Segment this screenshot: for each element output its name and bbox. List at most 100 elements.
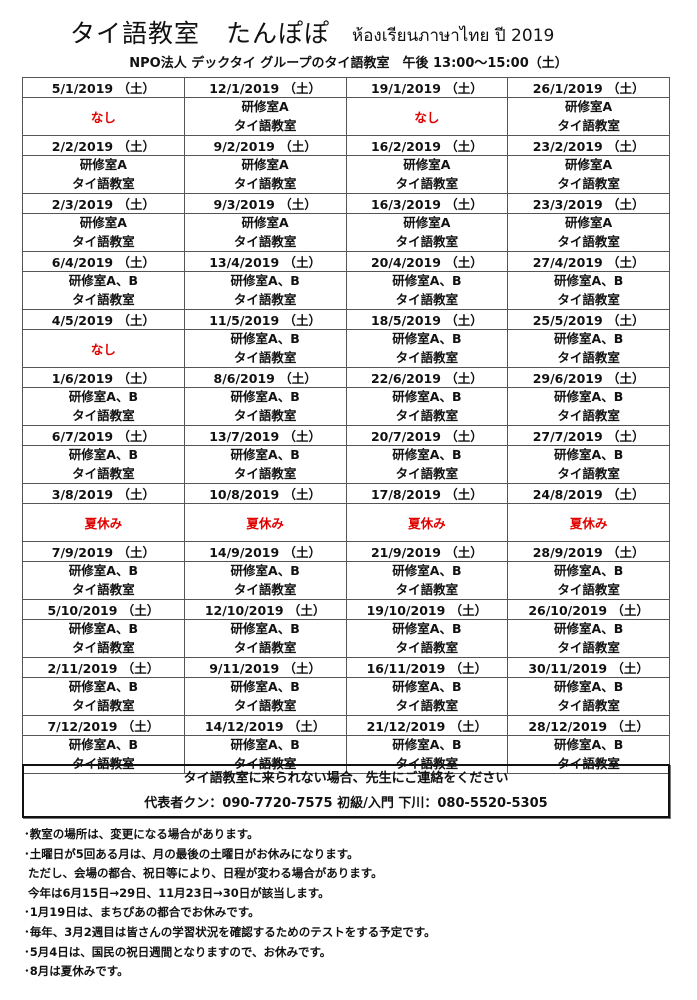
date-cell: 19/10/2019 （土） — [345, 599, 509, 620]
session-cell: 研修室A、B タイ語教室 — [183, 445, 347, 484]
session-cell: 研修室A、B タイ語教室 — [507, 329, 670, 368]
room-label: 研修室A、B — [554, 563, 624, 578]
date-row: 2/2/2019 （土） 9/2/2019 （土） 16/2/2019 （土） 23/… — [22, 135, 670, 156]
schedule-table: 5/1/2019 （土） 12/1/2019 （土） 19/1/2019 （土） 26… — [22, 77, 670, 774]
room-label: 研修室A、B — [230, 331, 300, 346]
class-label: タイ語教室 — [395, 465, 459, 481]
class-label: タイ語教室 — [233, 233, 297, 249]
session-cell: 研修室A、B タイ語教室 — [507, 271, 670, 310]
session-cell: 研修室A、B タイ語教室 — [345, 561, 509, 600]
session-cell: 研修室A、B タイ語教室 — [507, 387, 670, 426]
session-cell: 研修室A、B タイ語教室 — [345, 387, 509, 426]
session-cell: 研修室A、B タイ語教室 — [22, 677, 185, 716]
date-cell: 9/11/2019 （土） — [183, 657, 347, 678]
room-label: 研修室A、B — [554, 273, 624, 288]
class-label: タイ語教室 — [395, 755, 459, 771]
content-row: なし 研修室A、B タイ語教室 研修室A、B タイ語教室 研修室A、B タイ語教室 — [22, 329, 670, 368]
content-row: 研修室A タイ語教室 研修室A タイ語教室 研修室A タイ語教室 研修室A タイ語教室 — [22, 155, 670, 194]
session-cell: 研修室A、B タイ語教室 — [345, 619, 509, 658]
closed-label: なし — [90, 110, 116, 125]
date-cell: 2/11/2019 （土） — [22, 657, 185, 678]
session-cell: 研修室A、B タイ語教室 — [22, 387, 185, 426]
class-label: タイ語教室 — [233, 639, 297, 655]
session-cell: 研修室A タイ語教室 — [22, 155, 185, 194]
date-cell: 16/11/2019 （土） — [345, 657, 509, 678]
room-label: 研修室A、B — [392, 389, 462, 404]
date-cell: 7/12/2019 （土） — [22, 715, 185, 736]
date-row: 2/3/2019 （土） 9/3/2019 （土） 16/3/2019 （土） 23/… — [22, 193, 670, 214]
contact-notice: タイ語教室に来られない場合、先生にご連絡をください 代表者クン：090-7720… — [22, 764, 670, 818]
room-label: 研修室A、B — [68, 389, 138, 404]
session-cell: 研修室A、B タイ語教室 — [183, 329, 347, 368]
date-cell: 16/2/2019 （土） — [345, 135, 509, 156]
room-label: 研修室A、B — [392, 331, 462, 346]
session-cell: 研修室A、B タイ語教室 — [507, 619, 670, 658]
session-cell: なし — [22, 329, 185, 368]
note-item: 今年は6月15日→29日、11月23日→30日が該当します。 — [24, 885, 330, 900]
session-cell: 研修室A タイ語教室 — [345, 213, 509, 252]
date-cell: 30/11/2019 （土） — [507, 657, 670, 678]
class-label: タイ語教室 — [557, 175, 620, 191]
class-label: タイ語教室 — [395, 639, 459, 655]
session-cell: 夏休み — [183, 503, 347, 542]
note-item: ･8月は夏休みです。 — [24, 964, 129, 979]
date-cell: 24/8/2019 （土） — [507, 483, 670, 504]
session-cell: 研修室A、B タイ語教室 — [183, 271, 347, 310]
session-cell: なし — [22, 97, 185, 136]
room-label: 研修室A — [565, 215, 613, 230]
class-label: タイ語教室 — [233, 117, 297, 133]
date-cell: 8/6/2019 （土） — [183, 367, 347, 388]
session-cell: 研修室A タイ語教室 — [345, 155, 509, 194]
room-label: 研修室A、B — [230, 621, 300, 636]
date-cell: 11/5/2019 （土） — [183, 309, 347, 330]
content-row: 研修室A、B タイ語教室 研修室A、B タイ語教室 研修室A、B タイ語教室 研修室A、B タ… — [22, 387, 670, 426]
room-label: 研修室A — [79, 157, 127, 172]
notice-line-2: 代表者クン：090-7720-7575 初級/入門 下川：080-5520-53… — [144, 796, 548, 811]
note-item: ･1月19日は、まちぴあの都合でお休みです。 — [24, 905, 260, 920]
note-item: ･毎年、3月2週目は皆さんの学習状況を確認するためのテストをする予定です。 — [24, 924, 436, 939]
note-item: ･教室の場所は、変更になる場合があります。 — [24, 827, 259, 841]
class-label: タイ語教室 — [233, 755, 297, 771]
session-cell: 夏休み — [507, 503, 670, 542]
room-label: 研修室A、B — [554, 679, 624, 694]
room-label: 研修室A — [241, 215, 289, 230]
room-label: 研修室A — [565, 157, 613, 172]
room-label: 研修室A、B — [554, 737, 624, 752]
date-row: 4/5/2019 （土） 11/5/2019 （土） 18/5/2019 （土） 25… — [22, 309, 670, 330]
date-cell: 23/3/2019 （土） — [507, 193, 670, 214]
date-row: 7/9/2019 （土） 14/9/2019 （土） 21/9/2019 （土） 28… — [22, 541, 670, 562]
content-row: なし 研修室A タイ語教室 なし 研修室A タイ語教室 — [22, 97, 670, 136]
date-cell: 13/4/2019 （土） — [183, 251, 347, 272]
content-row: 研修室A、B タイ語教室 研修室A、B タイ語教室 研修室A、B タイ語教室 研修室A、B タ… — [22, 619, 670, 658]
class-label: タイ語教室 — [233, 291, 297, 307]
session-cell: 研修室A、B タイ語教室 — [345, 677, 509, 716]
date-cell: 9/2/2019 （土） — [183, 135, 347, 156]
class-label: タイ語教室 — [233, 175, 297, 191]
date-cell: 9/3/2019 （土） — [183, 193, 347, 214]
session-cell: 研修室A、B タイ語教室 — [22, 271, 185, 310]
room-label: 研修室A、B — [230, 737, 300, 752]
date-cell: 16/3/2019 （土） — [345, 193, 509, 214]
date-cell: 28/9/2019 （土） — [507, 541, 670, 562]
room-label: 研修室A — [79, 215, 127, 230]
date-cell: 25/5/2019 （土） — [507, 309, 670, 330]
date-row: 7/12/2019 （土） 14/12/2019 （土） 21/12/2019 （土… — [22, 715, 670, 736]
session-cell: 研修室A タイ語教室 — [22, 213, 185, 252]
session-cell: 研修室A タイ語教室 — [507, 155, 670, 194]
session-cell: なし — [345, 97, 509, 136]
room-label: 研修室A、B — [68, 621, 138, 636]
room-label: 研修室A、B — [392, 563, 462, 578]
class-label: タイ語教室 — [233, 465, 297, 481]
session-cell: 研修室A、B タイ語教室 — [345, 329, 509, 368]
closed-label: 夏休み — [246, 516, 284, 531]
date-cell: 26/10/2019 （土） — [507, 599, 670, 620]
content-row: 夏休み 夏休み 夏休み 夏休み — [22, 503, 670, 542]
date-cell: 5/1/2019 （土） — [22, 77, 185, 98]
session-cell: 研修室A、B タイ語教室 — [507, 677, 670, 716]
session-cell: 研修室A、B タイ語教室 — [22, 561, 185, 600]
content-row: 研修室A、B タイ語教室 研修室A、B タイ語教室 研修室A、B タイ語教室 研修室A、B タ… — [22, 735, 670, 774]
class-label: タイ語教室 — [72, 639, 135, 655]
subtitle: NPO法人 デックタイ グループのタイ語教室 午後 13:00～15:00（土） — [129, 56, 568, 71]
session-cell: 研修室A、B タイ語教室 — [507, 445, 670, 484]
room-label: 研修室A、B — [392, 679, 462, 694]
